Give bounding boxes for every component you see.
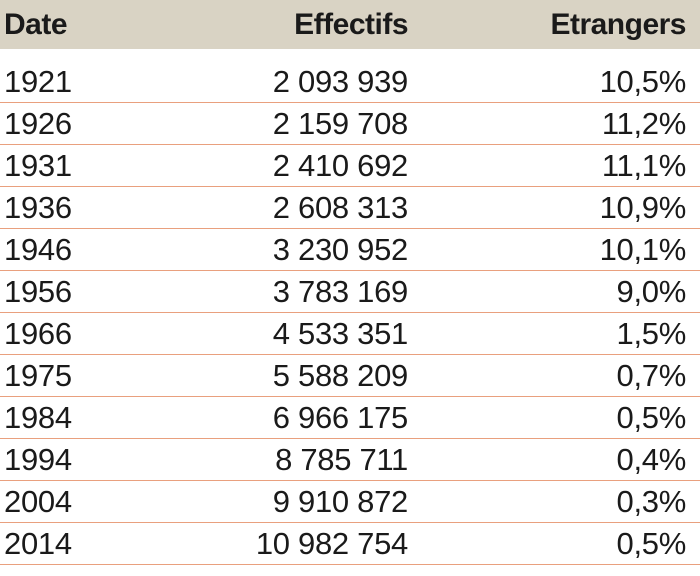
header-spacer: [0, 49, 700, 61]
cell-effectifs: 6 966 175: [272, 399, 409, 435]
cell-etrangers: 0,4%: [616, 441, 687, 477]
cell-date: 1921: [4, 63, 72, 99]
cell-etrangers: 10,9%: [599, 189, 687, 225]
cell-effectifs: 2 608 313: [272, 189, 409, 225]
cell-date: 1984: [4, 399, 72, 435]
cell-etrangers: 9,0%: [616, 273, 687, 309]
cell-effectifs: 9 910 872: [272, 483, 409, 519]
cell-date: 1936: [4, 189, 72, 225]
table-row: 2004 9 910 872 0,3%: [0, 481, 700, 523]
cell-date: 1994: [4, 441, 72, 477]
cell-date: 1966: [4, 315, 72, 351]
table-row: 1956 3 783 169 9,0%: [0, 271, 700, 313]
cell-etrangers: 11,2%: [601, 105, 686, 141]
table-row: 1984 6 966 175 0,5%: [0, 397, 700, 439]
cell-date: 2004: [4, 483, 72, 519]
table-row: 1994 8 785 711 0,4%: [0, 439, 700, 481]
table-header-row: Date Effectifs Etrangers: [0, 0, 700, 49]
cell-etrangers: 0,5%: [616, 399, 687, 435]
table-row: 2014 10 982 754 0,5%: [0, 523, 700, 565]
table-row: 1921 2 093 939 10,5%: [0, 61, 700, 103]
cell-effectifs: 2 093 939: [272, 63, 409, 99]
header-effectifs: Effectifs: [294, 7, 408, 41]
cell-date: 1975: [4, 357, 72, 393]
cell-etrangers: 0,5%: [616, 525, 687, 561]
table-row: 1936 2 608 313 10,9%: [0, 187, 700, 229]
table-row: 1926 2 159 708 11,2%: [0, 103, 700, 145]
cell-date: 1946: [4, 231, 72, 267]
header-etrangers: Etrangers: [550, 7, 686, 41]
table-row: 1966 4 533 351 1,5%: [0, 313, 700, 355]
cell-etrangers: 0,3%: [616, 483, 687, 519]
cell-effectifs: 2 159 708: [272, 105, 409, 141]
cell-date: 1931: [4, 147, 72, 183]
cell-effectifs: 5 588 209: [272, 357, 409, 393]
cell-effectifs: 10 982 754: [255, 525, 408, 561]
table-row: 1946 3 230 952 10,1%: [0, 229, 700, 271]
cell-etrangers: 11,1%: [601, 147, 686, 183]
cell-effectifs: 3 783 169: [272, 273, 409, 309]
cell-effectifs: 4 533 351: [272, 315, 409, 351]
cell-etrangers: 1,5%: [616, 315, 687, 351]
table-row: 1931 2 410 692 11,1%: [0, 145, 700, 187]
cell-date: 1956: [4, 273, 72, 309]
cell-etrangers: 0,7%: [616, 357, 687, 393]
cell-effectifs: 2 410 692: [272, 147, 409, 183]
cell-etrangers: 10,5%: [599, 63, 687, 99]
cell-etrangers: 10,1%: [599, 231, 687, 267]
table-row: 1975 5 588 209 0,7%: [0, 355, 700, 397]
cell-effectifs: 8 785 711: [275, 441, 408, 477]
cell-date: 1926: [4, 105, 72, 141]
header-date: Date: [4, 7, 68, 41]
cell-effectifs: 3 230 952: [272, 231, 409, 267]
cell-date: 2014: [4, 525, 72, 561]
